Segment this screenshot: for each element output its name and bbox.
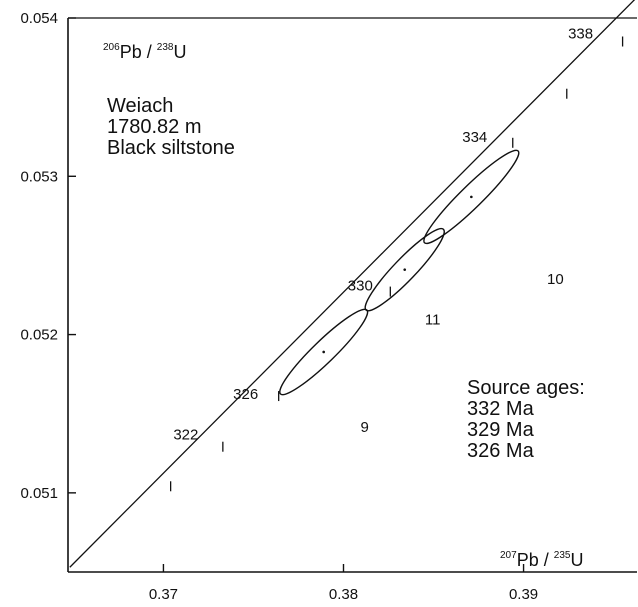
y-tick-label: 0.053 [20, 168, 58, 185]
age-label: 326 [233, 386, 258, 403]
y-tick-label: 0.054 [20, 10, 58, 27]
x-axis-title: 207Pb / 235U [500, 550, 583, 571]
y-num-element: Pb [119, 42, 142, 62]
error-ellipse [423, 149, 520, 245]
x-separator: / [543, 550, 549, 570]
x-tick-label: 0.38 [329, 586, 358, 603]
source-age-3: 326 Ma [467, 440, 534, 462]
sample-name: Weiach [107, 95, 174, 117]
fraction-label: 9 [361, 419, 369, 436]
x-num-mass: 207 [500, 550, 517, 561]
y-den-element: U [173, 42, 187, 62]
source-ages-title: Source ages: [467, 377, 585, 399]
y-num-mass: 206 [103, 42, 120, 53]
age-label: 322 [173, 427, 198, 444]
sample-info: Weiach 1780.82 m Black siltstone [107, 96, 235, 159]
source-age-2: 329 Ma [467, 419, 534, 441]
fraction-label: 11 [425, 312, 441, 329]
axis-ticks: 0.37 0.38 0.39 0.051 0.052 0.053 0.054 [20, 10, 538, 603]
x-tick-label: 0.39 [509, 586, 538, 603]
y-axis-title: 206Pb / 238U [103, 42, 186, 63]
ellipse-center-point [403, 268, 407, 271]
age-label: 338 [568, 25, 593, 42]
age-label: 334 [462, 129, 487, 146]
concordia-line [69, 0, 636, 568]
ellipse-center-point [322, 350, 325, 354]
sample-depth: 1780.82 m [107, 116, 202, 138]
x-den-element: U [570, 550, 584, 570]
fraction-label: 10 [547, 271, 564, 288]
source-ages-block: Source ages: 332 Ma 329 Ma 326 Ma [467, 378, 585, 462]
x-den-mass: 235 [553, 550, 571, 561]
chart-labels: 322 326 330 334 338 9 11 10 [173, 25, 593, 443]
sample-lithology: Black siltstone [107, 137, 235, 159]
x-num-element: Pb [516, 550, 539, 570]
y-den-mass: 238 [156, 42, 174, 53]
x-tick-label: 0.37 [149, 586, 178, 603]
age-label: 330 [348, 278, 373, 295]
source-age-1: 332 Ma [467, 398, 534, 420]
error-ellipse [364, 227, 445, 312]
ellipse-center-point [470, 195, 473, 199]
y-tick-label: 0.052 [20, 327, 58, 344]
concordia-curve [69, 0, 636, 568]
y-tick-label: 0.051 [20, 485, 58, 502]
error-ellipses [279, 149, 520, 396]
y-separator: / [146, 42, 152, 62]
